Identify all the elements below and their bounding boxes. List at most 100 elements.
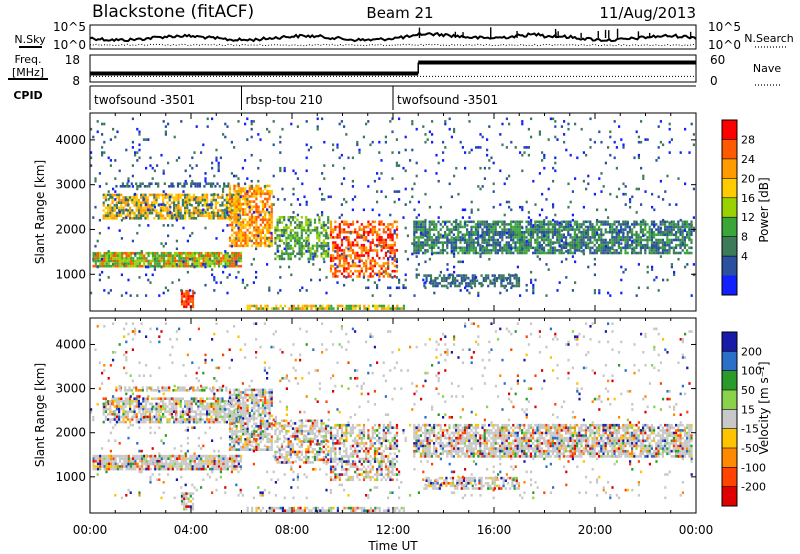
range-cell (569, 220, 572, 224)
range-cell (534, 278, 537, 282)
range-cell (175, 247, 178, 251)
range-cell (184, 211, 187, 215)
range-cell (613, 249, 616, 252)
range-cell (179, 196, 182, 199)
range-cell (653, 244, 656, 248)
range-cell (118, 214, 121, 217)
range-cell (455, 220, 458, 224)
range-cell (347, 264, 350, 268)
range-cell (120, 397, 123, 400)
range-cell (122, 402, 125, 406)
range-cell (140, 254, 144, 258)
range-cell (587, 236, 590, 239)
range-cell (347, 267, 350, 270)
range-cell (653, 278, 656, 282)
range-cell (138, 254, 141, 258)
range-cell (283, 252, 286, 255)
range-cell (319, 307, 322, 310)
range-cell (170, 211, 173, 215)
range-cell (233, 244, 236, 248)
range-cell (257, 226, 260, 229)
range-cell (587, 228, 590, 231)
range-cell (230, 206, 233, 210)
range-cell (204, 457, 207, 460)
range-cell (158, 203, 161, 206)
range-cell (186, 198, 189, 202)
range-cell (452, 228, 455, 231)
range-cell (413, 294, 416, 297)
range-cell (300, 221, 303, 224)
range-cell (476, 279, 479, 283)
range-cell (109, 211, 112, 215)
range-cell (422, 225, 425, 229)
range-cell (453, 237, 456, 240)
range-cell (571, 243, 574, 247)
range-cell (189, 254, 192, 258)
range-cell (611, 228, 614, 231)
range-cell (558, 224, 561, 227)
range-cell (576, 156, 579, 160)
range-cell (659, 241, 662, 244)
range-cell (620, 242, 623, 245)
range-cell (436, 282, 439, 285)
range-cell (463, 238, 466, 242)
range-cell (246, 202, 249, 206)
range-cell (492, 220, 495, 224)
range-cell (153, 201, 156, 204)
range-cell (103, 462, 106, 466)
range-cell (469, 284, 472, 288)
range-cell (455, 225, 458, 229)
range-cell (268, 221, 271, 224)
range-cell (144, 198, 147, 202)
range-cell (340, 241, 344, 244)
range-cell (157, 196, 160, 199)
range-cell (551, 249, 554, 252)
range-cell (204, 454, 207, 458)
range-cell (237, 120, 240, 123)
range-cell (209, 264, 212, 268)
range-cell (411, 122, 414, 126)
range-cell (253, 187, 256, 190)
range-cell (514, 225, 517, 229)
range-cell (204, 265, 207, 269)
range-cell (193, 457, 196, 460)
range-cell (287, 252, 290, 255)
range-cell (164, 217, 167, 220)
range-cell (195, 259, 199, 263)
range-cell (554, 230, 557, 234)
range-cell (112, 187, 115, 191)
range-cell (432, 279, 435, 283)
range-cell (349, 249, 352, 252)
range-cell (140, 462, 144, 466)
range-cell (268, 213, 271, 216)
range-cell (153, 193, 156, 197)
range-cell (332, 241, 335, 244)
range-cell (318, 218, 321, 222)
range-cell (527, 228, 530, 231)
range-cell (384, 269, 388, 273)
range-cell (180, 259, 183, 263)
range-cell (215, 159, 218, 162)
freq-step (90, 71, 419, 76)
range-cell (226, 264, 229, 268)
range-cell (171, 216, 174, 219)
range-cell (300, 247, 303, 250)
range-cell (578, 246, 581, 250)
range-cell (664, 233, 667, 237)
range-cell (396, 304, 399, 308)
range-cell (214, 206, 217, 210)
range-cell (606, 223, 609, 226)
range-cell (384, 254, 388, 257)
range-cell (202, 467, 205, 471)
range-cell (371, 208, 374, 212)
range-cell (551, 223, 554, 226)
range-cell (398, 281, 401, 284)
range-cell (499, 230, 502, 234)
range-cell (213, 465, 216, 468)
range-cell (521, 208, 524, 212)
range-cell (547, 236, 550, 239)
range-cell (477, 220, 480, 224)
range-cell (289, 221, 292, 224)
range-cell (200, 151, 203, 154)
